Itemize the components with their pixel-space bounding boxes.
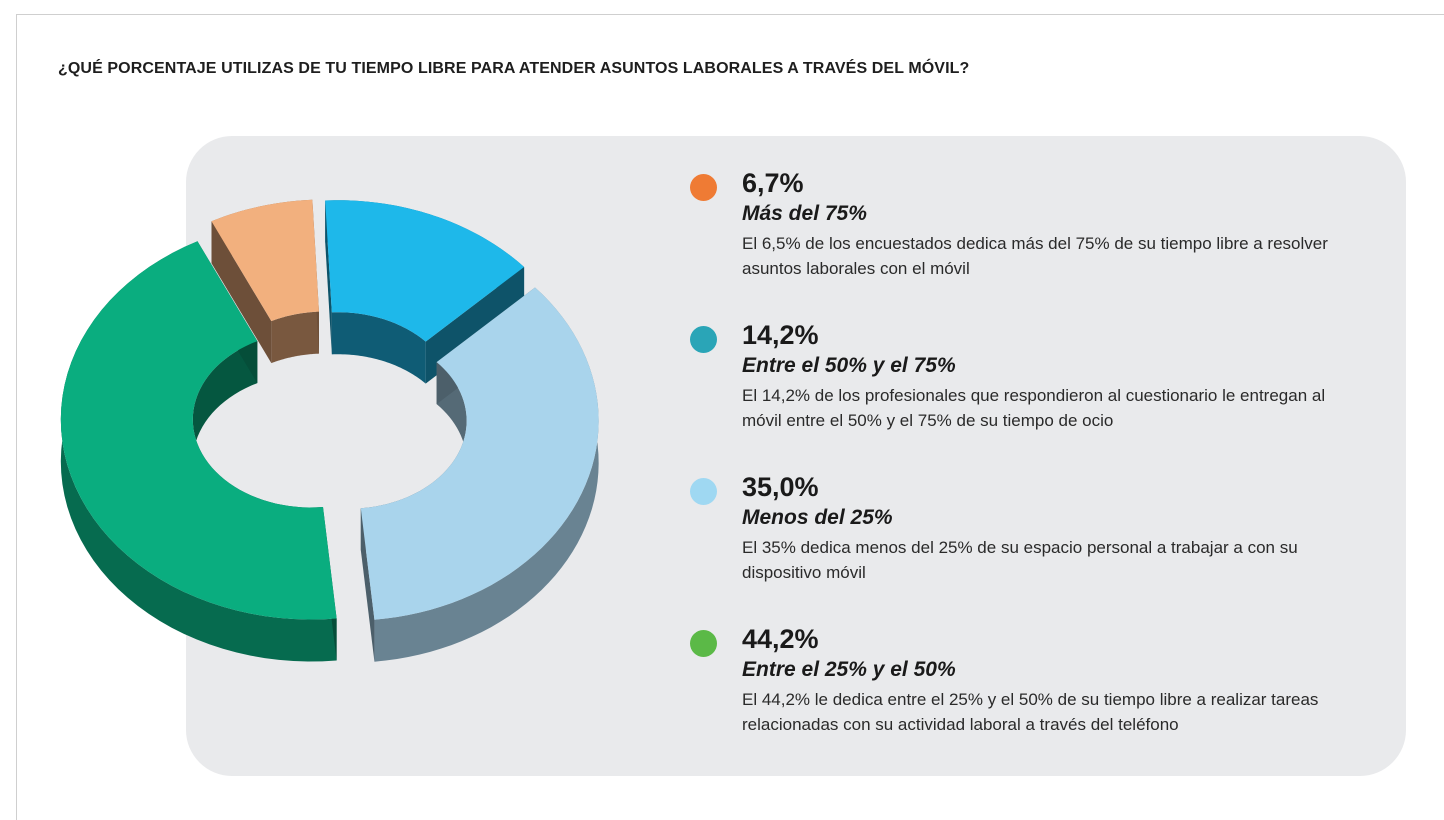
legend-item-50-75: 14,2% Entre el 50% y el 75% El 14,2% de …	[690, 318, 1390, 470]
donut-slice-inner-wall	[331, 312, 426, 384]
legend-value: 44,2%	[742, 624, 819, 654]
donut-slice-top	[60, 241, 337, 620]
donut-slice-outer-wall	[374, 287, 599, 662]
donut-slice-top	[325, 200, 525, 342]
legend-item-mas-75: 6,7% Más del 75% El 6,5% de los encuesta…	[690, 166, 1390, 318]
donut-slice-2	[360, 287, 599, 662]
donut-slice-end-cap	[360, 508, 375, 662]
donut-slice-end-cap	[325, 200, 332, 355]
legend-dot-icon	[690, 478, 717, 505]
legend-label: Menos del 25%	[742, 506, 893, 529]
legend-dot-icon	[690, 174, 717, 201]
donut-slice-inner-wall	[271, 311, 319, 364]
legend-description: El 44,2% le dedica entre el 25% y el 50%…	[742, 690, 1319, 734]
donut-slice-3	[60, 241, 337, 662]
donut-slice-top	[211, 199, 319, 322]
legend-dot-icon	[690, 630, 717, 657]
legend-label: Entre el 50% y el 75%	[742, 354, 956, 377]
legend-description: El 14,2% de los profesionales que respon…	[742, 386, 1326, 430]
frame-left-border	[16, 14, 17, 820]
legend-item-25-50: 44,2% Entre el 25% y el 50% El 44,2% le …	[690, 622, 1390, 774]
legend-value: 14,2%	[742, 320, 819, 350]
donut-slice-0	[211, 199, 319, 364]
legend-dot-icon	[690, 326, 717, 353]
legend-description: El 6,5% de los encuestados dedica más de…	[742, 234, 1328, 278]
legend-label: Entre el 25% y el 50%	[742, 658, 956, 681]
chart-title: ¿QUÉ PORCENTAJE UTILIZAS DE TU TIEMPO LI…	[58, 60, 970, 77]
legend-description: El 35% dedica menos del 25% de su espaci…	[742, 538, 1298, 582]
donut-chart	[60, 199, 599, 662]
legend-label: Más del 75%	[742, 202, 867, 225]
legend-item-menos-25: 35,0% Menos del 25% El 35% dedica menos …	[690, 470, 1390, 622]
legend-value: 35,0%	[742, 472, 819, 502]
donut-slice-end-cap	[211, 221, 272, 364]
legend: 6,7% Más del 75% El 6,5% de los encuesta…	[690, 166, 1390, 774]
frame-top-border	[16, 14, 1444, 15]
donut-slice-top	[360, 287, 599, 620]
legend-value: 6,7%	[742, 168, 804, 198]
